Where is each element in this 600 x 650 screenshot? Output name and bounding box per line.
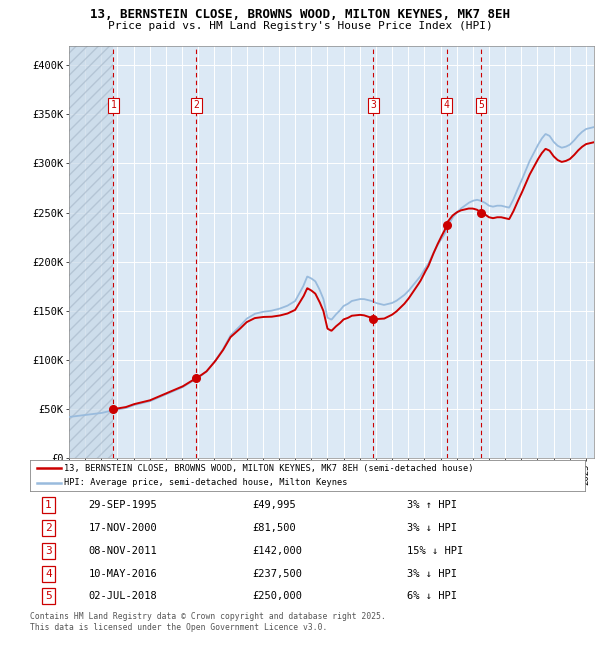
Text: Price paid vs. HM Land Registry's House Price Index (HPI): Price paid vs. HM Land Registry's House … [107,21,493,31]
Text: 1: 1 [45,500,52,510]
Text: Contains HM Land Registry data © Crown copyright and database right 2025.
This d: Contains HM Land Registry data © Crown c… [30,612,386,632]
Text: 10-MAY-2016: 10-MAY-2016 [88,569,157,578]
Text: 17-NOV-2000: 17-NOV-2000 [88,523,157,533]
Text: £250,000: £250,000 [252,592,302,601]
Text: 6% ↓ HPI: 6% ↓ HPI [407,592,457,601]
Text: 02-JUL-2018: 02-JUL-2018 [88,592,157,601]
Text: 4: 4 [45,569,52,578]
Text: 2: 2 [45,523,52,533]
Text: £49,995: £49,995 [252,500,296,510]
Text: 3: 3 [371,100,376,110]
Text: HPI: Average price, semi-detached house, Milton Keynes: HPI: Average price, semi-detached house,… [64,478,348,488]
Text: 5: 5 [478,100,484,110]
Text: 3% ↓ HPI: 3% ↓ HPI [407,569,457,578]
Text: £237,500: £237,500 [252,569,302,578]
Text: 3% ↓ HPI: 3% ↓ HPI [407,523,457,533]
Text: 13, BERNSTEIN CLOSE, BROWNS WOOD, MILTON KEYNES, MK7 8EH: 13, BERNSTEIN CLOSE, BROWNS WOOD, MILTON… [90,8,510,21]
Text: 4: 4 [443,100,449,110]
Text: 08-NOV-2011: 08-NOV-2011 [88,546,157,556]
Bar [69,46,113,458]
Text: £81,500: £81,500 [252,523,296,533]
Text: 1: 1 [110,100,116,110]
Text: 29-SEP-1995: 29-SEP-1995 [88,500,157,510]
Text: 3: 3 [45,546,52,556]
Text: 15% ↓ HPI: 15% ↓ HPI [407,546,464,556]
Text: 5: 5 [45,592,52,601]
Text: 2: 2 [193,100,199,110]
Text: 13, BERNSTEIN CLOSE, BROWNS WOOD, MILTON KEYNES, MK7 8EH (semi-detached house): 13, BERNSTEIN CLOSE, BROWNS WOOD, MILTON… [64,464,474,473]
Text: 3% ↑ HPI: 3% ↑ HPI [407,500,457,510]
Text: £142,000: £142,000 [252,546,302,556]
